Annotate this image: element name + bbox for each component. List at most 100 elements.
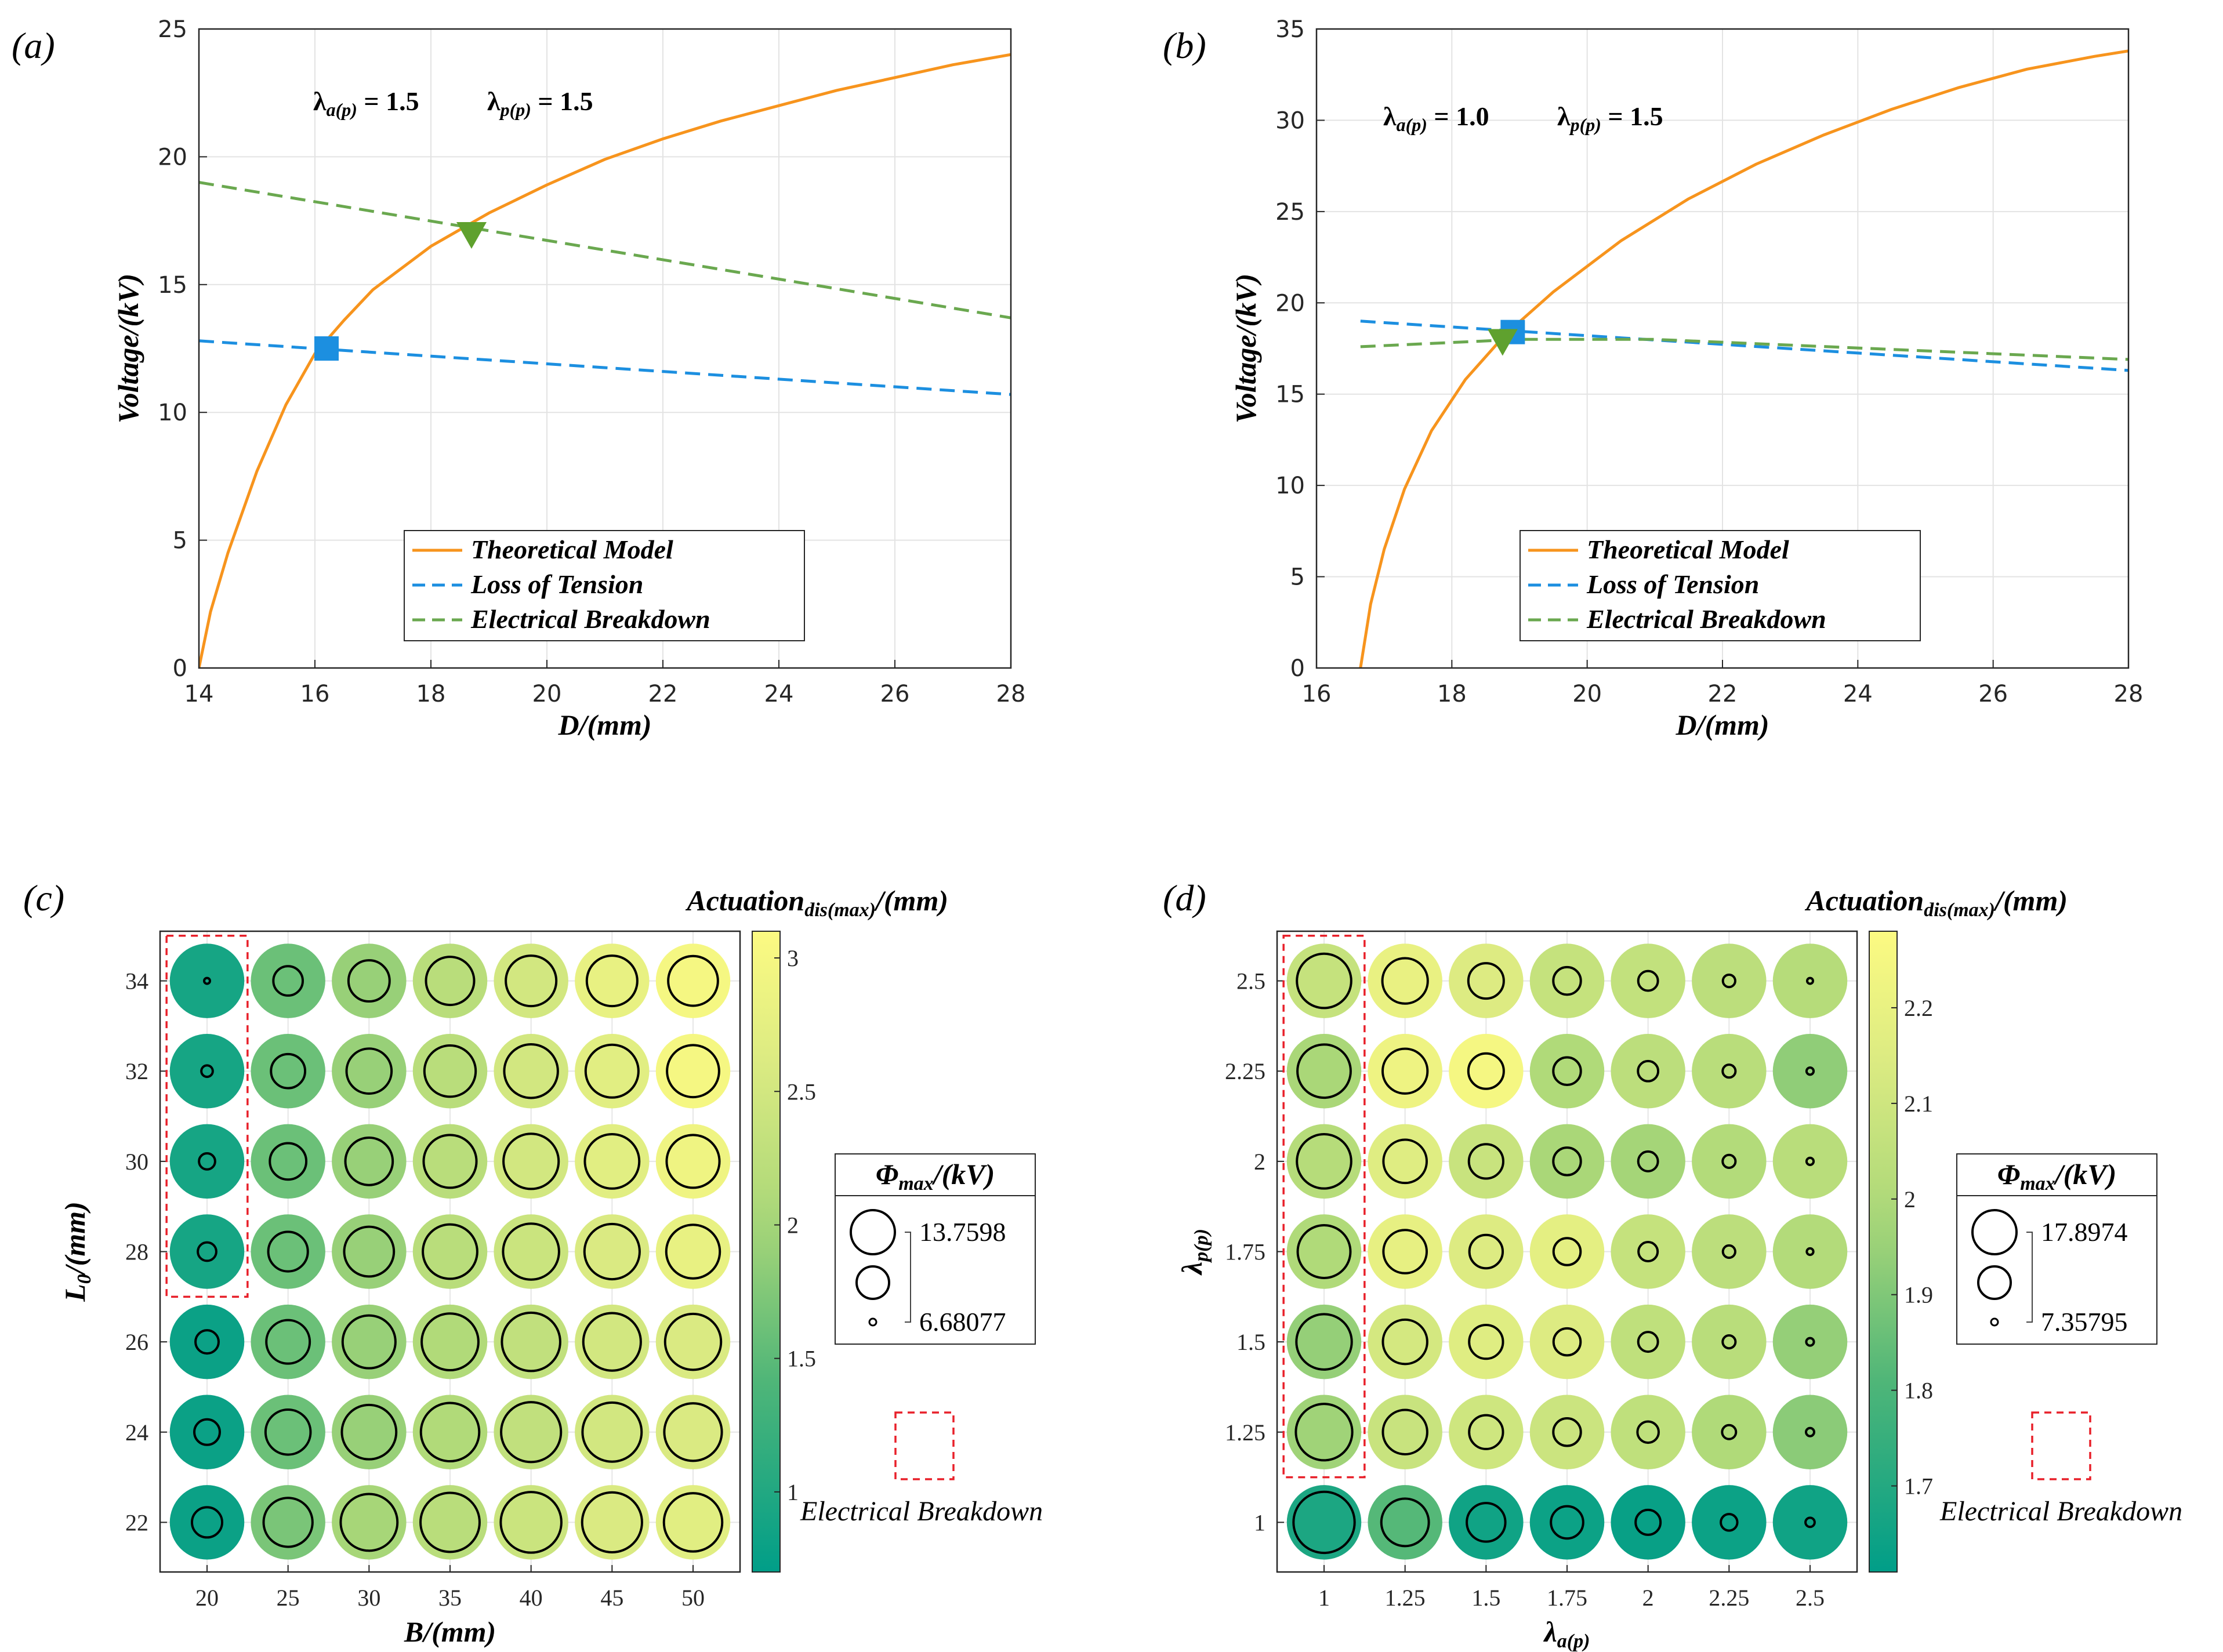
y-tick-label: 32 [125,1058,148,1084]
bubble-fill [1286,1395,1362,1470]
x-axis-label: B/(mm) [404,1615,496,1648]
bubble-voltage-ring [1805,1247,1815,1257]
bubble-fill [1611,1214,1685,1289]
bubble-voltage-ring [340,1403,398,1461]
bubble-voltage-ring [1637,1240,1659,1263]
bubble-fill [169,943,245,1018]
bubble-voltage-ring [1805,976,1815,985]
bubble-fill [1286,1485,1362,1560]
legend-entry: Theoretical Model [1587,535,1789,564]
bubble-voltage-ring [1381,1318,1428,1366]
bubble-voltage-ring [419,1402,481,1463]
value: = 1.5 [1601,101,1663,131]
bubble-fill [251,1395,325,1470]
subscript: p(p) [1569,114,1601,135]
subscript: a(p) [327,99,357,120]
breakdown-legend-label: Electrical Breakdown [800,1496,1043,1527]
x-tick-label: 18 [1437,681,1467,707]
size-legend-bracket [905,1232,911,1323]
colorbar-tick-label: 1.9 [1904,1282,1933,1308]
x-tick-label: 28 [996,681,1026,707]
colorbar-tick-label: 1.7 [1904,1473,1933,1499]
y-tick-label: 0 [1290,655,1305,682]
bubble-fill [494,1214,568,1289]
bubble-fill [1529,1485,1605,1560]
title-subscript: dis(max) [804,899,876,921]
symbol: λ [313,86,327,116]
marker-loss-of-tension [314,336,339,361]
series-line-electrical-breakdown [1360,337,2128,361]
bubble-voltage-ring [1550,1505,1584,1540]
axes-box [1276,930,1858,1573]
panel-d-bubble-chart: (d) 1 1.25 1.5 1.75 2 2.25 2.5 1 1.25 1.5 1.75 2 2.25… [1163,877,2182,1652]
colorbar-tick-label: 2.1 [1904,1091,1933,1117]
bubble-voltage-ring [1467,1143,1504,1180]
bubble-voltage-ring [502,1222,560,1281]
series-line-electrical-breakdown [199,181,1011,319]
y-tick-label: 0 [173,655,187,682]
bubble-fill [1449,1395,1524,1470]
colorbar-tick-label: 2 [1904,1186,1916,1212]
panel-b-line-chart: (b) 16 18 20 22 24 26 28 0 5 10 15 20 25 30 35 D/(mm) Vol… [1163,16,2143,741]
y-tick-label: 1.75 [1225,1239,1265,1265]
axes-box [198,28,1012,669]
bubble-fill [1529,1033,1605,1109]
bubble-fill [1449,1033,1524,1109]
x-tick-label: 35 [438,1585,462,1611]
bubble-voltage-ring [1637,970,1659,992]
x-tick-label: 25 [277,1585,300,1611]
bubble-fill [1772,1124,1848,1199]
title-subscript: dis(max) [1924,899,1995,921]
symbol: λ [1543,1615,1557,1648]
y-axis-label: λp(p) [1176,1229,1212,1276]
bubble-voltage-ring [1552,1417,1582,1447]
symbol: λ [1557,101,1571,131]
breakdown-region-box [165,935,249,1298]
title-unit: /(mm) [873,884,948,917]
legend-entry: Loss of Tension [470,569,643,599]
x-tick-label: 50 [681,1585,705,1611]
symbol: λ [1383,101,1397,131]
bubble-voltage-ring [502,1132,560,1190]
symbol: L [59,1284,91,1302]
breakdown-legend-swatch [894,1411,955,1480]
bubble-fill [412,1395,488,1470]
size-legend-box [835,1153,1036,1345]
subscript: p(p) [1191,1229,1212,1263]
y-tick-label: 1.25 [1225,1419,1265,1446]
title-unit: /(mm) [1993,884,2068,917]
bubble-fill [412,1304,488,1379]
subscript: a(p) [1397,114,1427,135]
y-tick-label: 2.25 [1225,1058,1265,1084]
bubble-voltage-ring [203,976,212,985]
x-axis-label: λa(p) [1543,1615,1590,1652]
y-axis-label: L0/(mm) [59,1201,95,1302]
tick-labels: 14 16 18 20 22 24 26 28 0 5 10 15 20 25 [158,16,1025,707]
x-tick-label: 1.75 [1547,1585,1587,1611]
y-tick-label: 15 [158,272,187,299]
axes-box [1315,28,2130,669]
y-tick-label: 30 [125,1149,148,1175]
x-tick-label: 16 [1302,681,1332,707]
series-group [199,53,1011,668]
panel-label: (b) [1163,25,1206,66]
bubble-voltage-ring [1552,965,1582,996]
bubble-voltage-ring [269,1142,308,1181]
bubble-voltage-ring [1805,1337,1815,1347]
size-legend-min: 6.68077 [919,1307,1006,1337]
bubble-voltage-ring [1721,1244,1736,1259]
bubble-fill [1611,1124,1685,1199]
bubble-fill [1529,1214,1605,1289]
title-main: Actuation [685,884,804,917]
bubble-fill [169,1124,245,1199]
x-tick-label: 1.5 [1471,1585,1500,1611]
bubble-fill [1529,943,1605,1018]
breakdown-region-box [1282,935,1366,1479]
legend: Theoretical Model Loss of Tension Electric… [1520,530,1921,641]
bubble-fill [1368,1124,1442,1199]
symbol: λ [1176,1262,1208,1276]
bubble-fill [1449,1214,1524,1289]
bubble-fill [1692,1214,1767,1289]
bubble-voltage-ring [1805,1066,1815,1076]
bubble-fill [575,1485,650,1560]
